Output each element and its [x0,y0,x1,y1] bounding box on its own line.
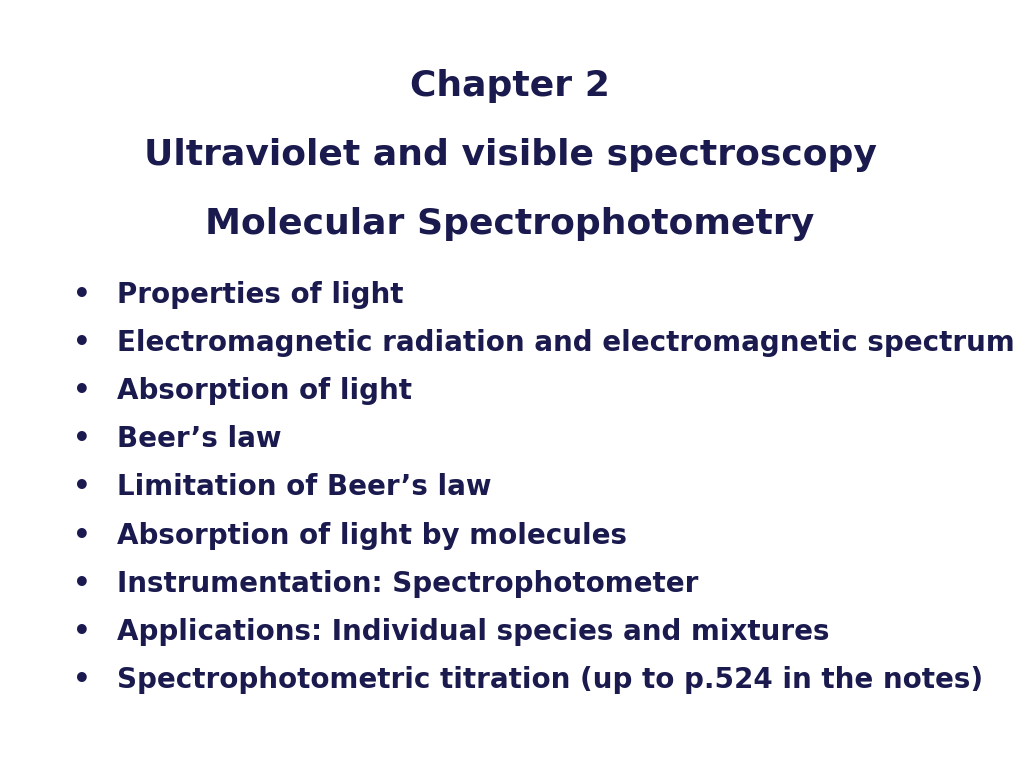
Text: •: • [72,618,91,646]
Text: •: • [72,329,91,356]
Text: •: • [72,425,91,453]
Text: Spectrophotometric titration (up to p.524 in the notes): Spectrophotometric titration (up to p.52… [117,666,982,694]
Text: Absorption of light by molecules: Absorption of light by molecules [117,522,627,549]
Text: Absorption of light: Absorption of light [117,377,412,405]
Text: Molecular Spectrophotometry: Molecular Spectrophotometry [205,207,814,240]
Text: Properties of light: Properties of light [117,281,404,308]
Text: •: • [72,522,91,549]
Text: •: • [72,377,91,405]
Text: Electromagnetic radiation and electromagnetic spectrum: Electromagnetic radiation and electromag… [117,329,1014,356]
Text: •: • [72,474,91,501]
Text: Beer’s law: Beer’s law [117,425,281,453]
Text: Ultraviolet and visible spectroscopy: Ultraviolet and visible spectroscopy [144,138,875,171]
Text: •: • [72,666,91,694]
Text: •: • [72,570,91,597]
Text: •: • [72,281,91,308]
Text: Limitation of Beer’s law: Limitation of Beer’s law [117,474,491,501]
Text: Chapter 2: Chapter 2 [410,69,609,103]
Text: Instrumentation: Spectrophotometer: Instrumentation: Spectrophotometer [117,570,698,597]
Text: Applications: Individual species and mixtures: Applications: Individual species and mix… [117,618,829,646]
